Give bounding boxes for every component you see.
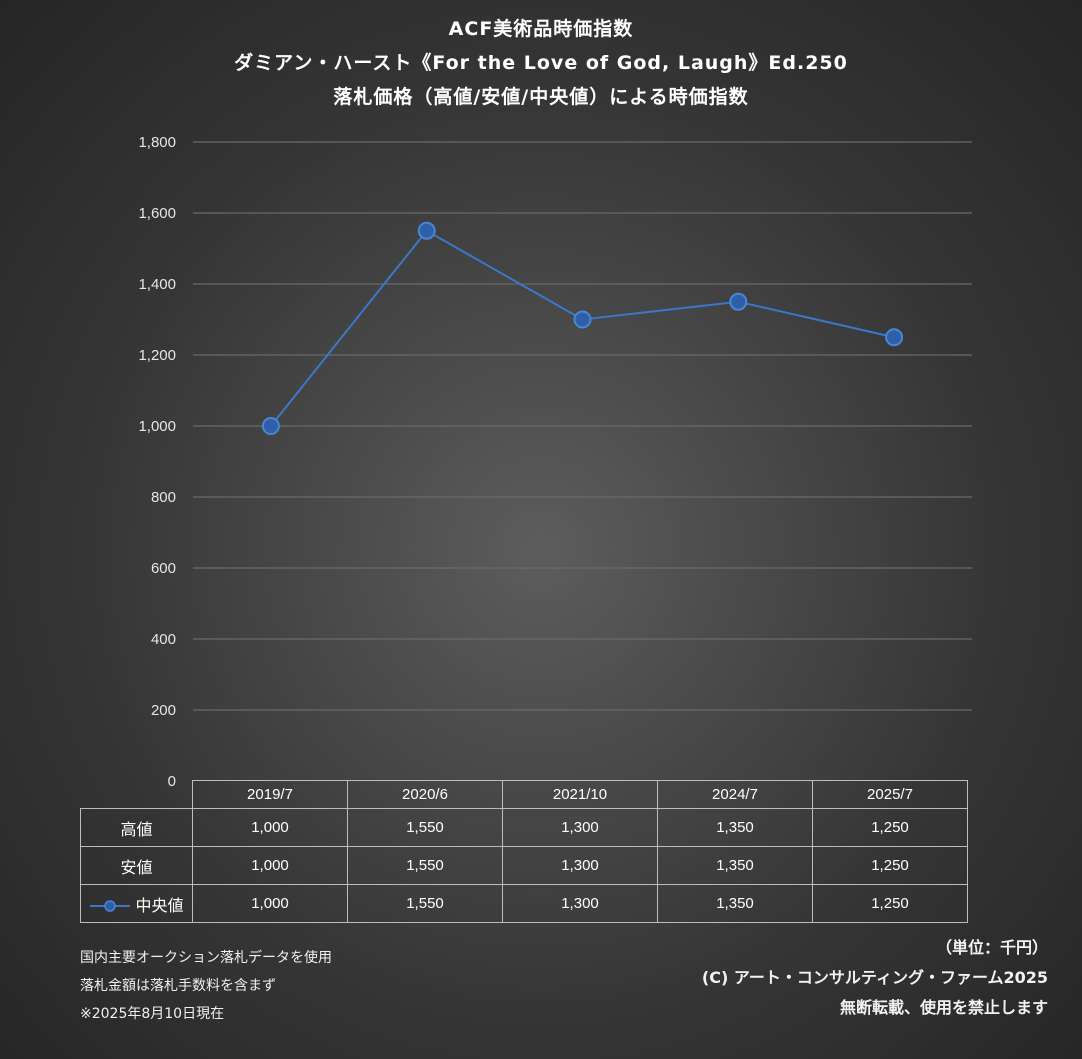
chart-title-line-2: ダミアン・ハースト《For the Love of God, Laugh》Ed.… [234, 52, 848, 74]
data-point [729, 292, 748, 311]
data-label: 1,250 [812, 846, 968, 885]
y-tick-label: 1,400 [138, 276, 176, 293]
data-label: 1,250 [812, 884, 968, 923]
data-point [885, 328, 904, 347]
series-label-median: 中央値 [80, 884, 193, 923]
credits: （単位：千円） (C) アート・コンサルティング・ファーム2025 無断転載、使… [702, 933, 1048, 1023]
chart-title-line-3: 落札価格（高値/安値/中央値）による時価指数 [333, 86, 749, 108]
chart-title: ACF美術品時価指数 ダミアン・ハースト《For the Love of God… [0, 12, 1082, 114]
y-tick-label: 1,600 [138, 205, 176, 222]
x-tick-label: 2019/7 [192, 780, 348, 809]
series-label-high: 高値 [80, 808, 193, 847]
y-tick-label: 1,000 [138, 418, 176, 435]
y-tick-label: 600 [151, 560, 176, 577]
data-label: 1,300 [502, 808, 658, 847]
data-point [417, 221, 436, 240]
data-table-corner [80, 780, 193, 809]
x-tick-label: 2025/7 [812, 780, 968, 809]
copyright-text: (C) アート・コンサルティング・ファーム2025 [701, 968, 1048, 987]
data-label: 1,350 [657, 884, 813, 923]
data-label: 1,350 [657, 808, 813, 847]
data-table-header-row: 2019/7 2020/6 2021/10 2024/7 2025/7 [80, 780, 968, 809]
y-tick-label: 1,200 [138, 347, 176, 364]
data-point [261, 417, 280, 435]
unit-label: （単位：千円） [935, 938, 1048, 957]
legend-marker-median [90, 900, 131, 912]
gridlines [193, 141, 972, 711]
x-tick-label: 2024/7 [657, 780, 813, 809]
data-label: 1,550 [347, 884, 503, 923]
data-label: 1,250 [812, 808, 968, 847]
data-label: 1,350 [657, 846, 813, 885]
data-label: 1,550 [347, 808, 503, 847]
note-line: 国内主要オークション落札データを使用 [80, 950, 332, 966]
data-label: 1,300 [502, 846, 658, 885]
data-table-row-median: 中央値 1,000 1,550 1,300 1,350 1,250 [80, 884, 968, 923]
data-point [573, 310, 592, 329]
y-tick-label: 1,800 [138, 134, 176, 151]
note-line: ※2025年8月10日現在 [80, 1006, 225, 1022]
y-tick-label: 400 [151, 631, 176, 648]
source-notes: 国内主要オークション落札データを使用 落札金額は落札手数料を含まず ※2025年… [80, 944, 332, 1028]
chart-title-line-1: ACF美術品時価指数 [448, 18, 634, 40]
disclaimer-text: 無断転載、使用を禁止します [839, 998, 1048, 1017]
data-table-row-high: 高値 1,000 1,550 1,300 1,350 1,250 [80, 808, 968, 847]
data-table-row-low: 安値 1,000 1,550 1,300 1,350 1,250 [80, 846, 968, 885]
y-tick-label: 200 [151, 702, 176, 719]
x-tick-label: 2020/6 [347, 780, 503, 809]
data-label: 1,550 [347, 846, 503, 885]
data-label: 1,000 [192, 808, 348, 847]
data-table: 2019/7 2020/6 2021/10 2024/7 2025/7 高値 1… [80, 780, 968, 923]
data-label: 1,300 [502, 884, 658, 923]
y-tick-label: 800 [151, 489, 176, 506]
series-name-median: 中央値 [135, 895, 184, 915]
data-label: 1,000 [192, 884, 348, 923]
x-tick-label: 2021/10 [502, 780, 658, 809]
series-median [261, 221, 904, 435]
data-label: 1,000 [192, 846, 348, 885]
series-label-low: 安値 [80, 846, 193, 885]
note-line: 落札金額は落札手数料を含まず [80, 978, 276, 994]
